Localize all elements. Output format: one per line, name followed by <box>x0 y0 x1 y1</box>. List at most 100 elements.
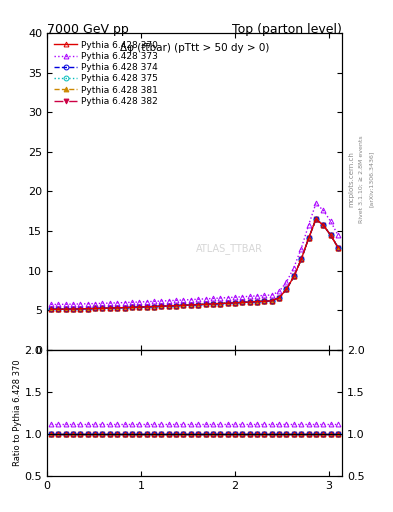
Pythia 6.428 382 <box>299 257 303 263</box>
Pythia 6.428 373 <box>196 296 200 302</box>
Text: Top (parton level): Top (parton level) <box>232 23 342 36</box>
Pythia 6.428 375 <box>306 236 311 242</box>
Pythia 6.428 370 <box>211 301 215 307</box>
Pythia 6.428 375 <box>321 222 326 228</box>
Pythia 6.428 374 <box>100 305 105 311</box>
Pythia 6.428 370 <box>328 232 333 238</box>
Pythia 6.428 382 <box>63 306 68 312</box>
Pythia 6.428 375 <box>269 298 274 304</box>
Line: Pythia 6.428 374: Pythia 6.428 374 <box>48 217 340 312</box>
Pythia 6.428 381 <box>152 304 156 310</box>
Pythia 6.428 381 <box>100 305 105 311</box>
Pythia 6.428 381 <box>107 305 112 311</box>
Pythia 6.428 381 <box>262 298 267 304</box>
Pythia 6.428 373 <box>107 300 112 306</box>
Pythia 6.428 373 <box>314 200 318 206</box>
Pythia 6.428 373 <box>137 299 141 305</box>
Pythia 6.428 382 <box>144 304 149 310</box>
Pythia 6.428 382 <box>56 306 61 312</box>
Pythia 6.428 374 <box>255 298 259 305</box>
Pythia 6.428 375 <box>122 305 127 311</box>
Pythia 6.428 374 <box>115 305 119 311</box>
Pythia 6.428 382 <box>314 216 318 222</box>
Text: ATLAS_TTBAR: ATLAS_TTBAR <box>196 243 263 254</box>
Pythia 6.428 374 <box>152 304 156 310</box>
Pythia 6.428 375 <box>255 298 259 305</box>
Pythia 6.428 381 <box>159 303 164 309</box>
Pythia 6.428 374 <box>314 216 318 222</box>
Pythia 6.428 373 <box>247 293 252 300</box>
Text: [arXiv:1306.3436]: [arXiv:1306.3436] <box>369 151 374 207</box>
Pythia 6.428 375 <box>78 306 83 312</box>
Pythia 6.428 382 <box>306 236 311 242</box>
Line: Pythia 6.428 381: Pythia 6.428 381 <box>48 217 340 312</box>
Pythia 6.428 381 <box>78 306 83 312</box>
Pythia 6.428 381 <box>292 273 296 280</box>
Pythia 6.428 375 <box>196 302 200 308</box>
Pythia 6.428 381 <box>284 286 289 292</box>
Pythia 6.428 370 <box>107 305 112 311</box>
Pythia 6.428 382 <box>203 301 208 307</box>
Line: Pythia 6.428 375: Pythia 6.428 375 <box>48 217 340 312</box>
Pythia 6.428 370 <box>269 298 274 304</box>
Pythia 6.428 374 <box>321 222 326 228</box>
Pythia 6.428 373 <box>255 293 259 299</box>
Pythia 6.428 381 <box>63 306 68 312</box>
Pythia 6.428 381 <box>247 299 252 305</box>
Pythia 6.428 373 <box>63 301 68 307</box>
Pythia 6.428 381 <box>218 301 222 307</box>
Pythia 6.428 375 <box>240 300 245 306</box>
Pythia 6.428 374 <box>71 306 75 312</box>
Pythia 6.428 382 <box>159 303 164 309</box>
Pythia 6.428 381 <box>321 222 326 228</box>
Pythia 6.428 374 <box>144 304 149 310</box>
Pythia 6.428 375 <box>247 299 252 305</box>
Pythia 6.428 370 <box>115 305 119 311</box>
Pythia 6.428 373 <box>174 297 178 304</box>
Pythia 6.428 374 <box>56 306 61 312</box>
Pythia 6.428 381 <box>130 304 134 310</box>
Pythia 6.428 374 <box>137 304 141 310</box>
Pythia 6.428 373 <box>240 294 245 300</box>
Pythia 6.428 370 <box>159 303 164 309</box>
Pythia 6.428 382 <box>181 302 186 308</box>
Pythia 6.428 370 <box>255 298 259 305</box>
Pythia 6.428 381 <box>196 302 200 308</box>
Pythia 6.428 370 <box>203 301 208 307</box>
Pythia 6.428 381 <box>93 306 97 312</box>
Pythia 6.428 374 <box>247 299 252 305</box>
Pythia 6.428 375 <box>336 244 340 250</box>
Pythia 6.428 375 <box>63 306 68 312</box>
Pythia 6.428 381 <box>328 232 333 238</box>
Pythia 6.428 373 <box>336 232 340 238</box>
Pythia 6.428 373 <box>321 207 326 214</box>
Pythia 6.428 382 <box>137 304 141 310</box>
Pythia 6.428 374 <box>122 305 127 311</box>
Legend: Pythia 6.428 370, Pythia 6.428 373, Pythia 6.428 374, Pythia 6.428 375, Pythia 6: Pythia 6.428 370, Pythia 6.428 373, Pyth… <box>51 38 161 109</box>
Pythia 6.428 381 <box>166 303 171 309</box>
Pythia 6.428 382 <box>174 303 178 309</box>
Pythia 6.428 375 <box>152 304 156 310</box>
Pythia 6.428 382 <box>240 300 245 306</box>
Pythia 6.428 382 <box>336 244 340 250</box>
Pythia 6.428 374 <box>78 306 83 312</box>
Text: 7000 GeV pp: 7000 GeV pp <box>47 23 129 36</box>
Pythia 6.428 382 <box>152 304 156 310</box>
Pythia 6.428 374 <box>233 300 237 306</box>
Pythia 6.428 381 <box>115 305 119 311</box>
Pythia 6.428 381 <box>49 306 53 312</box>
Pythia 6.428 374 <box>336 244 340 250</box>
Pythia 6.428 382 <box>49 306 53 312</box>
Pythia 6.428 382 <box>85 306 90 312</box>
Pythia 6.428 381 <box>144 304 149 310</box>
Pythia 6.428 373 <box>306 222 311 228</box>
Pythia 6.428 373 <box>181 297 186 303</box>
Pythia 6.428 374 <box>211 301 215 307</box>
Pythia 6.428 375 <box>85 306 90 312</box>
Pythia 6.428 381 <box>203 301 208 307</box>
Pythia 6.428 374 <box>181 302 186 308</box>
Text: Δφ (tt̅bar) (pTtt > 50 dy > 0): Δφ (tt̅bar) (pTtt > 50 dy > 0) <box>120 43 269 53</box>
Pythia 6.428 370 <box>240 300 245 306</box>
Pythia 6.428 374 <box>188 302 193 308</box>
Pythia 6.428 374 <box>93 306 97 312</box>
